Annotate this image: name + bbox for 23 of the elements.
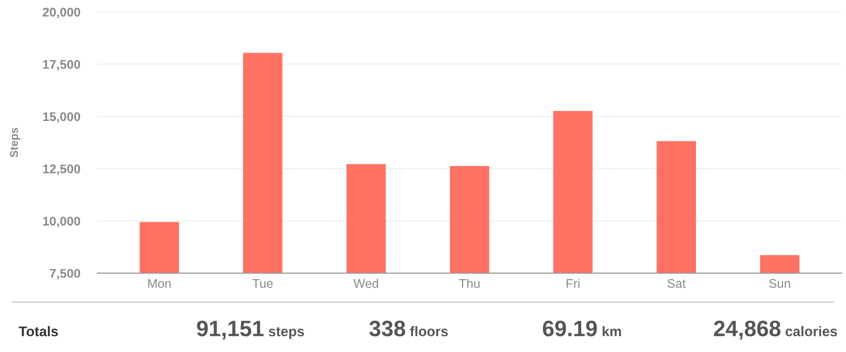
text: Totals [18,326,58,336]
y-axis-title: Steps [10,128,20,158]
text: calories [786,326,837,336]
x-tick-label: Sat [668,279,686,288]
text: 69.19 [542,320,597,336]
x-tick-label: Tue [252,279,273,288]
y-tick-label: 7,500 [50,268,80,280]
y-tick-label: 20,000 [42,8,80,18]
y-tick-label: 12,500 [43,164,80,176]
text: 338 [369,320,406,336]
text: km [602,326,621,336]
y-tick-label: 17,500 [43,60,80,71]
y-tick-label: 15,000 [43,112,80,123]
text: floors [410,326,448,336]
text: steps [268,327,304,340]
x-tick-label: Sun [769,279,790,288]
y-tick-label: 10,000 [43,216,80,228]
x-tick-label: Mon [148,279,171,288]
x-tick-label: Wed [353,278,378,288]
x-tick-label: Thu [459,278,480,288]
x-tick-label: Fri [566,278,580,288]
text: 24,868 [714,320,780,340]
text: 91,151 [196,320,264,340]
